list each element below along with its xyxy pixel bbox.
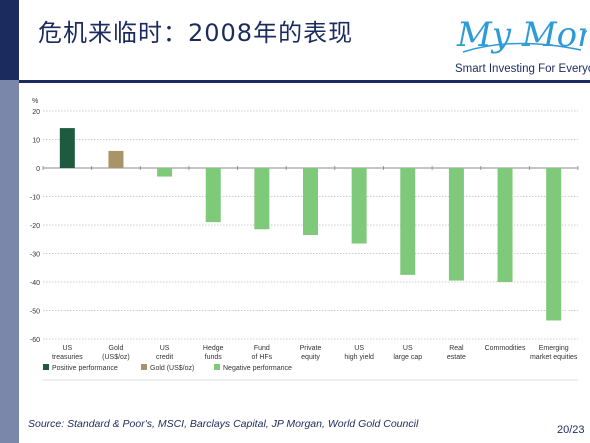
bar xyxy=(546,168,562,321)
bar xyxy=(400,168,416,275)
y-tick-label: -20 xyxy=(30,223,40,230)
logo-swoosh xyxy=(462,42,582,53)
x-tick-label: Real xyxy=(449,345,464,352)
header-rule xyxy=(19,80,590,83)
x-tick-label: treasuries xyxy=(52,354,83,361)
legend-swatch xyxy=(214,364,220,370)
y-tick-label: -30 xyxy=(30,252,40,259)
x-tick-label: Gold xyxy=(109,345,124,352)
legend-swatch xyxy=(43,364,49,370)
bar xyxy=(497,168,513,282)
x-tick-label: US xyxy=(160,345,170,352)
x-tick-label: large cap xyxy=(393,354,422,361)
y-axis-label: % xyxy=(32,98,38,105)
bar xyxy=(205,168,221,223)
x-tick-label: high yield xyxy=(344,354,374,361)
x-tick-label: estate xyxy=(447,354,466,361)
performance-bar-chart: % 20 10 0 -10 -20 -30 -40 -50 -60 US treasuries Gold… xyxy=(30,98,579,381)
bar xyxy=(351,168,367,244)
y-tick-label: 10 xyxy=(32,138,40,145)
bar xyxy=(303,168,318,235)
y-tick-label: 0 xyxy=(36,166,40,173)
x-tick-label: credit xyxy=(156,354,173,361)
bar xyxy=(448,168,464,281)
x-tick-label: (US$/oz) xyxy=(102,354,130,361)
legend-label: Positive performance xyxy=(52,365,118,372)
x-tick-label: Private xyxy=(300,345,322,352)
y-tick-label: -50 xyxy=(30,309,40,316)
legend-label: Gold (US$/oz) xyxy=(150,365,194,372)
x-tick-label: US xyxy=(403,345,413,352)
y-tick-label: -10 xyxy=(30,195,40,202)
bar xyxy=(157,168,173,177)
bar xyxy=(254,168,270,230)
x-tick-label: US xyxy=(354,345,364,352)
page-number: 20/23 xyxy=(557,424,585,436)
legend-swatch xyxy=(141,364,147,370)
slide-title: 危机来临时：2008年的表现 xyxy=(38,19,354,47)
x-tick-label: funds xyxy=(205,354,223,361)
y-tick-label: 20 xyxy=(32,109,40,116)
bar xyxy=(59,128,75,168)
left-accent-bar-top xyxy=(0,0,19,80)
source-note: Source: Standard & Poor's, MSCI, Barclay… xyxy=(28,418,419,430)
bar xyxy=(108,150,124,168)
y-tick-label: -40 xyxy=(30,280,40,287)
y-tick-label: -60 xyxy=(30,337,40,344)
left-accent-bar xyxy=(0,0,19,443)
x-tick-label: equity xyxy=(301,354,320,361)
x-tick-label: Fund xyxy=(254,345,270,352)
x-tick-label: US xyxy=(62,345,72,352)
tagline: Smart Investing For Everyone. xyxy=(455,63,590,75)
x-tick-label: Hedge xyxy=(203,345,224,352)
x-tick-label: Commodities xyxy=(485,345,526,352)
x-tick-label: market equities xyxy=(530,354,578,361)
legend-label: Negative performance xyxy=(223,365,292,372)
x-tick-label: of HFs xyxy=(252,354,273,361)
my-money-logo: My Money xyxy=(456,15,587,55)
x-tick-label: Emerging xyxy=(539,345,569,352)
